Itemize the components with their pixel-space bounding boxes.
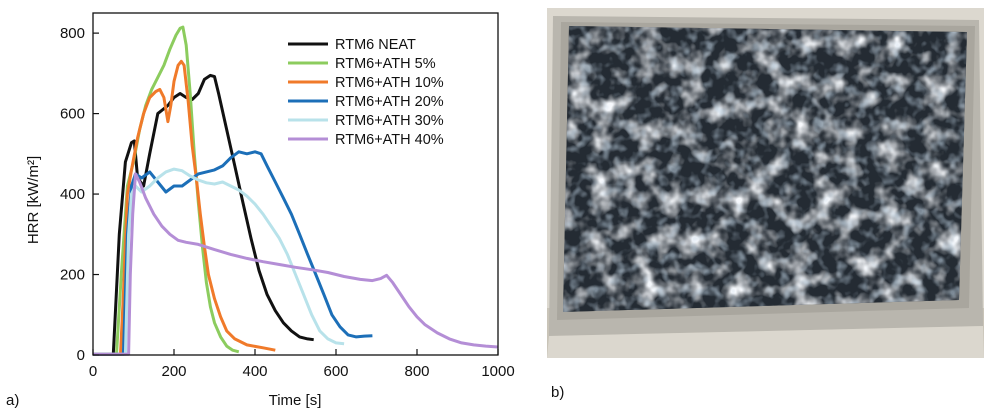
y-tick-label: 0 xyxy=(77,347,85,364)
series-line-3 xyxy=(93,59,276,356)
x-axis-title: Time [s] xyxy=(269,392,322,409)
burnt-sample-photo xyxy=(547,8,984,358)
series-line-5 xyxy=(93,167,345,356)
plot-frame xyxy=(92,12,499,356)
legend-label: RTM6+ATH 30% xyxy=(335,113,444,129)
hrr-chart: 0 200 400 600 800 1000 0 200 400 600 800 Time [s]… xyxy=(6,12,515,409)
x-tick-label: 1000 xyxy=(481,363,514,380)
ath-residue-blue xyxy=(563,26,967,312)
x-tick-label: 0 xyxy=(89,363,97,380)
panel-label-b: b) xyxy=(551,384,565,401)
x-tick-label: 800 xyxy=(404,363,429,380)
y-tick-label: 400 xyxy=(60,186,85,203)
legend-label: RTM6+ATH 5% xyxy=(335,56,436,72)
legend-label: RTM6+ATH 40% xyxy=(335,132,444,148)
chart-legend: RTM6 NEAT RTM6+ATH 5% RTM6+ATH 10% RTM6+ATH… xyxy=(288,37,444,148)
legend-label: RTM6+ATH 10% xyxy=(335,75,444,91)
panel-label-a: a) xyxy=(6,392,19,409)
y-tick-label: 800 xyxy=(60,25,85,42)
y-tick-label: 200 xyxy=(60,267,85,284)
x-tick-label: 400 xyxy=(242,363,267,380)
series-line-6 xyxy=(93,172,499,356)
plot-area xyxy=(92,12,499,356)
legend-label: RTM6+ATH 20% xyxy=(335,94,444,110)
x-tick-label: 600 xyxy=(323,363,348,380)
x-axis-ticks: 0 200 400 600 800 1000 xyxy=(89,349,515,380)
y-axis-title: HRR [kW/m²] xyxy=(25,156,42,244)
y-tick-label: 600 xyxy=(60,106,85,123)
legend-label: RTM6 NEAT xyxy=(335,37,416,53)
x-tick-label: 200 xyxy=(161,363,186,380)
y-axis-ticks: 0 200 400 600 800 xyxy=(60,25,99,364)
series-line-4 xyxy=(93,150,373,356)
